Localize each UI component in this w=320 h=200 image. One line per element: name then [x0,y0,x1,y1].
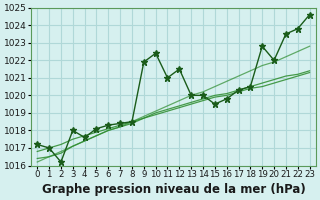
X-axis label: Graphe pression niveau de la mer (hPa): Graphe pression niveau de la mer (hPa) [42,183,305,196]
